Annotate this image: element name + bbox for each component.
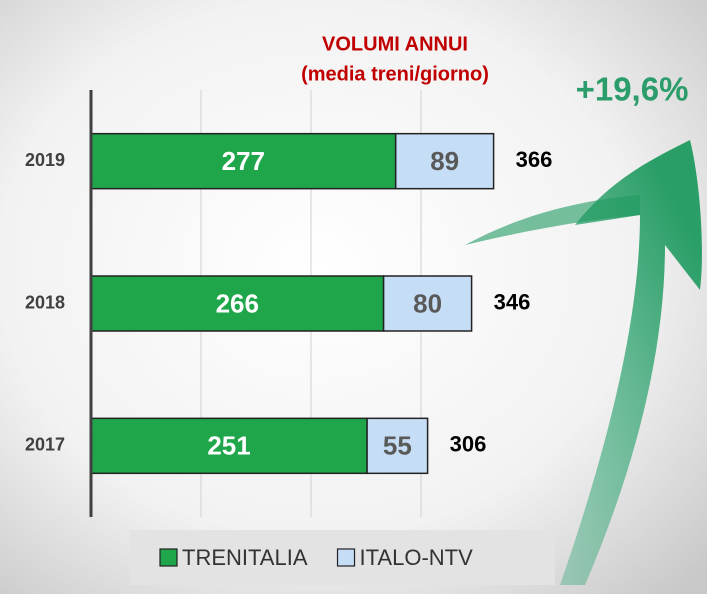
legend-label: ITALO-NTV <box>360 545 474 570</box>
legend-swatch <box>160 549 177 566</box>
legend-swatch <box>338 549 355 566</box>
y-tick-label: 2018 <box>25 292 65 312</box>
total-label: 346 <box>494 289 531 314</box>
data-label: 277 <box>222 146 265 176</box>
data-label: 89 <box>430 146 459 176</box>
chart-subtitle: (media treni/giorno) <box>301 63 489 85</box>
data-label: 80 <box>413 288 442 318</box>
total-label: 366 <box>516 147 553 172</box>
chart: VOLUMI ANNUI (media treni/giorno) +19,6%… <box>0 0 707 594</box>
chart-title: VOLUMI ANNUI <box>322 33 468 55</box>
annotation: +19,6% <box>576 71 689 108</box>
legend-label: TRENITALIA <box>182 545 308 570</box>
data-label: 55 <box>383 431 412 461</box>
data-label: 251 <box>207 431 250 461</box>
y-tick-label: 2019 <box>25 150 65 170</box>
data-label: 266 <box>216 288 259 318</box>
y-tick-label: 2017 <box>25 435 65 455</box>
total-label: 306 <box>450 432 487 457</box>
